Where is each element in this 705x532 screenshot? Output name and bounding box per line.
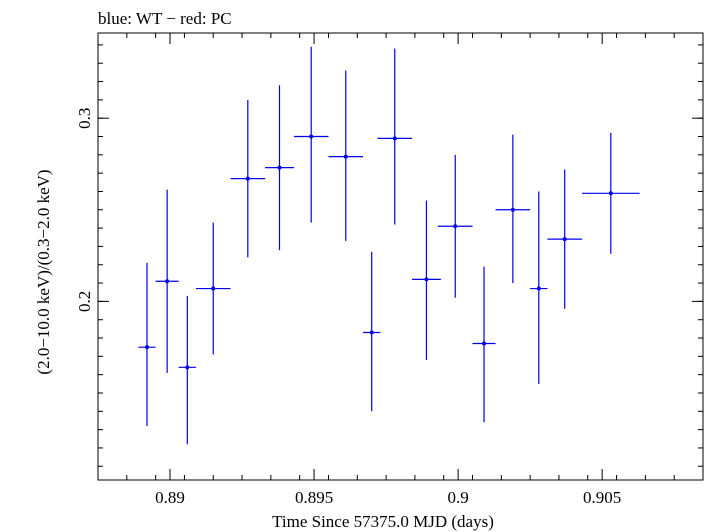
data-point [178, 295, 196, 445]
chart-title: blue: WT − red: PC [98, 9, 232, 28]
data-marker [608, 191, 613, 196]
data-point [547, 169, 582, 309]
data-point [230, 99, 266, 258]
data-marker [482, 341, 487, 346]
y-axis-label: (2.0−10.0 keV)/(0.3−2.0 keV) [34, 169, 53, 374]
x-tick-label: 0.89 [155, 488, 185, 507]
data-point [195, 222, 231, 355]
y-axis: 0.2 0.3 [75, 44, 703, 467]
data-marker [424, 277, 429, 282]
data-marker [185, 365, 190, 370]
data-point [530, 191, 548, 384]
data-point [582, 132, 640, 254]
data-marker [392, 136, 397, 141]
data-point [437, 154, 473, 298]
data-marker [562, 237, 567, 242]
data-marker [165, 279, 170, 284]
x-axis: 0.89 0.895 0.9 0.905 [97, 33, 704, 507]
data-marker [211, 286, 216, 291]
x-tick-label: 0.905 [583, 488, 621, 507]
plot-frame [97, 32, 704, 481]
y-tick-label: 0.2 [75, 291, 94, 312]
data-marker [453, 224, 458, 229]
data-point [495, 134, 531, 284]
data-point [138, 262, 156, 426]
data-marker [245, 176, 250, 181]
data-series [138, 46, 640, 445]
data-marker [536, 286, 541, 291]
data-marker [510, 207, 515, 212]
data-point [363, 251, 381, 412]
x-tick-label: 0.895 [295, 488, 333, 507]
data-point [377, 48, 413, 225]
data-marker [144, 345, 149, 350]
data-marker [369, 330, 374, 335]
data-marker [309, 134, 314, 139]
data-point [472, 266, 496, 423]
data-marker [277, 165, 282, 170]
y-tick-label: 0.3 [75, 108, 94, 129]
x-tick-label: 0.9 [447, 488, 468, 507]
data-point [265, 85, 294, 251]
data-point [412, 200, 441, 361]
data-marker [343, 154, 348, 159]
data-point [328, 70, 364, 241]
data-point [155, 189, 179, 373]
x-axis-label: Time Since 57375.0 MJD (days) [272, 512, 494, 531]
data-point [293, 46, 329, 223]
